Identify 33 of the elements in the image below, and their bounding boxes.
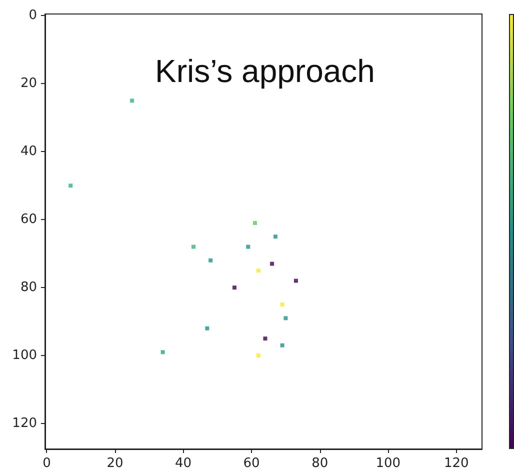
x-tick-label: 0 — [42, 456, 51, 471]
point — [252, 221, 257, 226]
point — [192, 244, 196, 249]
point — [205, 326, 210, 330]
x-tick-label: 120 — [444, 456, 469, 471]
x-tick-label: 20 — [106, 456, 124, 471]
annotation: Kris’s approach — [155, 53, 375, 89]
point — [256, 354, 260, 358]
point — [130, 98, 134, 103]
point — [232, 286, 236, 290]
point — [160, 350, 165, 354]
point — [294, 278, 298, 283]
y-tick-label: 20 — [20, 76, 37, 92]
point — [256, 268, 260, 273]
y-tick-label: 100 — [12, 348, 37, 364]
point — [280, 343, 284, 348]
x-tick-label: 100 — [376, 456, 401, 471]
point — [246, 244, 250, 249]
point — [68, 184, 73, 188]
point — [208, 258, 213, 262]
point — [263, 336, 268, 341]
point — [280, 302, 284, 307]
point — [284, 316, 288, 320]
y-tick-label: 0 — [28, 8, 37, 24]
y-tick-label: 40 — [20, 144, 37, 160]
y-tick-label: 120 — [12, 416, 37, 432]
point — [270, 262, 274, 266]
y-tick-label: 60 — [20, 212, 37, 228]
point — [273, 234, 278, 239]
x-tick-label: 80 — [312, 456, 328, 471]
x-tick-label: 60 — [243, 456, 260, 471]
y-tick-label: 80 — [20, 280, 37, 296]
x-tick-label: 40 — [174, 456, 192, 471]
